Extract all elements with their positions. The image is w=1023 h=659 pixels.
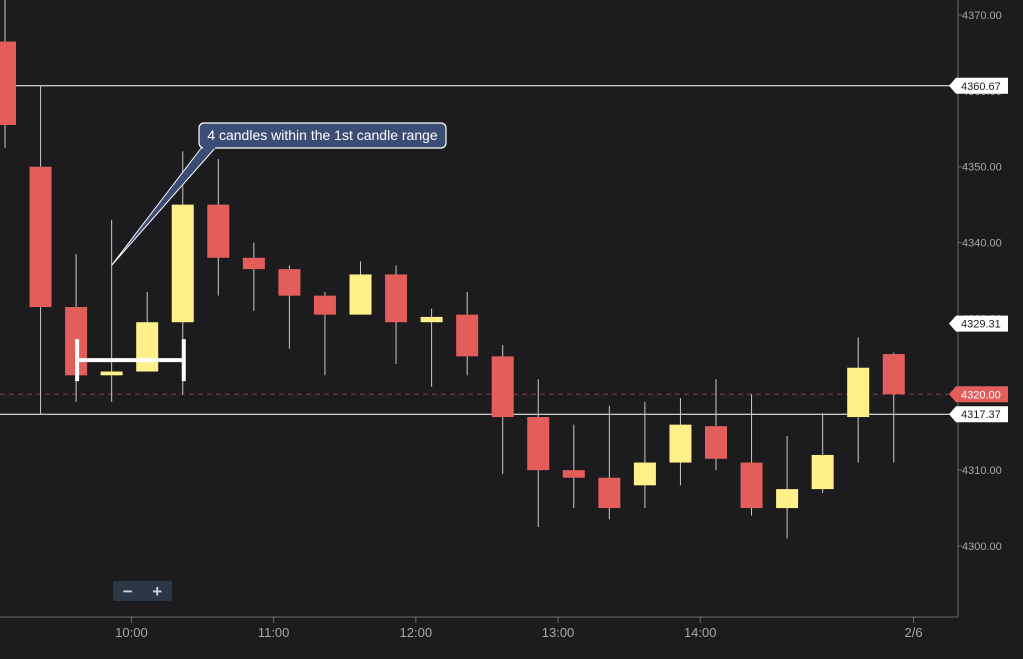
candle-0: [0, 0, 16, 148]
candle-19: [669, 398, 692, 486]
y-tick-label: 4350.00: [962, 162, 1002, 174]
price-tag-4329.31: 4329.31: [949, 315, 1008, 332]
candle-18: [633, 401, 656, 509]
candle-24: [847, 337, 870, 463]
candle-body: [242, 257, 265, 270]
candle-body: [278, 269, 301, 296]
candle-body: [562, 470, 585, 478]
x-tick-label: 2/6: [904, 625, 922, 640]
candle-13: [456, 291, 479, 376]
candle-10: [349, 261, 372, 315]
x-tick-label: 11:00: [258, 625, 290, 640]
candle-body: [740, 462, 763, 509]
candle-8: [278, 265, 301, 349]
candles: [0, 0, 905, 539]
y-tick-label: 4340.00: [962, 238, 1002, 250]
candle-body: [29, 166, 52, 308]
candle-14: [491, 344, 514, 474]
price-tag-label: 4329.31: [961, 319, 1001, 331]
price-tag-shape: [949, 315, 1008, 332]
candle-body: [491, 356, 514, 418]
price-tag-label: 4320.00: [961, 389, 1001, 401]
annotation-text: 4 candles within the 1st candle range: [207, 127, 438, 143]
y-tick-label: 4370.00: [962, 10, 1002, 22]
candle-23: [811, 413, 834, 493]
candle-body: [847, 367, 870, 418]
candle-1: [29, 85, 52, 415]
candle-15: [527, 379, 550, 528]
candle-7: [242, 242, 265, 311]
candle-22: [776, 436, 799, 539]
candle-body: [100, 371, 123, 376]
candle-body: [776, 489, 799, 509]
candle-body: [171, 204, 194, 323]
candle-body: [385, 274, 408, 323]
candle-25: [882, 352, 905, 463]
x-tick-label: 10:00: [115, 625, 148, 640]
candle-body: [598, 477, 621, 509]
candle-body: [633, 462, 656, 486]
x-tick-label: 12:00: [400, 625, 433, 640]
price-tag-shape: [949, 406, 1008, 423]
candle-body: [136, 322, 159, 372]
callout-joint: [203, 145, 215, 149]
horizontal-lines: [0, 85, 958, 415]
candle-21: [740, 394, 763, 516]
candle-3: [100, 219, 123, 402]
price-tag-shape: [949, 386, 1008, 403]
zoom-control: − +: [113, 581, 172, 601]
candle-body: [669, 424, 692, 463]
callout-box[interactable]: [198, 122, 447, 149]
candle-body: [349, 274, 372, 315]
y-tick-label: 4300.00: [962, 541, 1002, 553]
candle-body: [0, 41, 16, 125]
candle-6: [207, 159, 230, 296]
price-labels: 4360.67 4329.31 4320.00 4317.37: [949, 77, 1008, 423]
candle-body: [811, 454, 834, 490]
candle-body: [313, 295, 336, 315]
annotation-callout[interactable]: 4 candles within the 1st candle range: [111, 122, 447, 266]
candle-body: [882, 354, 905, 395]
candle-17: [598, 405, 621, 520]
candle-body: [527, 417, 550, 471]
candle-11: [385, 265, 408, 364]
range-marker: [75, 339, 186, 382]
candle-body: [705, 426, 727, 459]
price-tag-4317.37: 4317.37: [949, 406, 1008, 423]
zoom-out-button[interactable]: −: [122, 581, 133, 601]
price-tag-label: 4317.37: [961, 409, 1001, 421]
candle-20: [705, 379, 727, 471]
price-tag-4320.00: 4320.00: [949, 386, 1008, 403]
x-tick-label: 13:00: [542, 625, 575, 640]
axes: [0, 0, 959, 618]
price-tag-4360.67: 4360.67: [949, 77, 1008, 94]
candle-16: [562, 424, 585, 509]
candle-body: [456, 314, 479, 357]
price-tag-label: 4360.67: [961, 81, 1001, 93]
zoom-in-button[interactable]: +: [152, 581, 163, 601]
candle-body: [207, 204, 230, 258]
candle-9: [313, 291, 336, 376]
y-tick-label: 4310.00: [962, 465, 1002, 477]
price-tag-shape: [949, 77, 1008, 94]
candle-12: [420, 308, 443, 387]
x-tick-label: 14:00: [684, 625, 717, 640]
candle-body: [420, 316, 443, 323]
